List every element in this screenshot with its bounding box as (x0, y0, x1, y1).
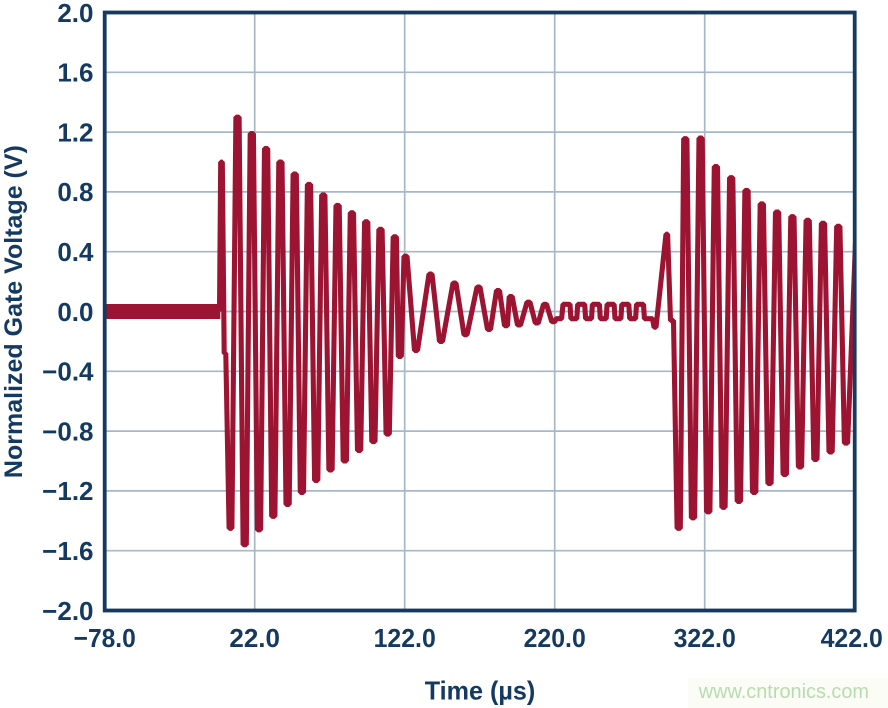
svg-text:2.0: 2.0 (57, 0, 93, 28)
svg-text:0.8: 0.8 (57, 177, 93, 207)
svg-text:220.0: 220.0 (524, 623, 586, 653)
svg-text:22.0: 22.0 (229, 623, 280, 653)
svg-text:1.2: 1.2 (57, 117, 93, 147)
svg-text:122.0: 122.0 (374, 623, 436, 653)
svg-text:Time (µs): Time (µs) (425, 675, 536, 705)
svg-text:−0.8: −0.8 (42, 416, 93, 446)
svg-text:1.6: 1.6 (57, 58, 93, 88)
svg-text:−1.6: −1.6 (42, 536, 93, 566)
svg-text:−0.4: −0.4 (42, 357, 94, 387)
svg-text:−1.2: −1.2 (42, 476, 93, 506)
svg-text:0.4: 0.4 (57, 237, 94, 267)
svg-text:322.0: 322.0 (674, 623, 736, 653)
svg-text:−2.0: −2.0 (42, 596, 93, 626)
svg-text:−78.0: −78.0 (74, 623, 136, 653)
svg-text:www.cntronics.com: www.cntronics.com (698, 681, 869, 703)
svg-text:0.0: 0.0 (57, 297, 93, 327)
svg-text:Normalized Gate Voltage (V): Normalized Gate Voltage (V) (0, 145, 28, 478)
svg-text:422.0: 422.0 (821, 623, 883, 653)
